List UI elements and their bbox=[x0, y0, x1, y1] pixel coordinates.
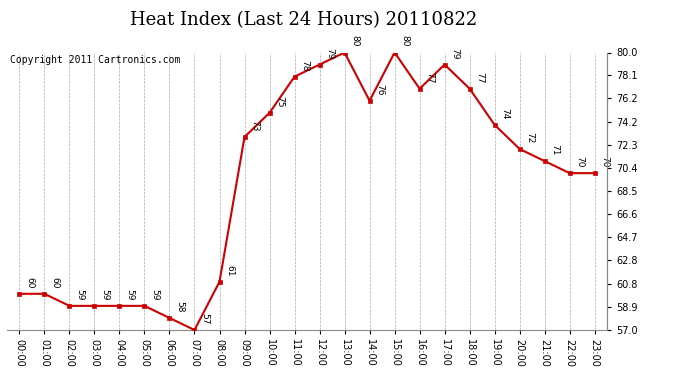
Text: Copyright 2011 Cartronics.com: Copyright 2011 Cartronics.com bbox=[10, 55, 180, 65]
Text: 59: 59 bbox=[150, 289, 159, 300]
Text: 70: 70 bbox=[600, 156, 609, 168]
Text: 73: 73 bbox=[250, 120, 259, 131]
Text: 61: 61 bbox=[225, 265, 234, 276]
Text: 70: 70 bbox=[575, 156, 584, 168]
Text: 77: 77 bbox=[425, 72, 434, 83]
Text: 79: 79 bbox=[325, 48, 334, 59]
Text: 58: 58 bbox=[175, 301, 184, 312]
Text: 76: 76 bbox=[375, 84, 384, 95]
Text: 71: 71 bbox=[550, 144, 559, 156]
Text: 60: 60 bbox=[50, 277, 59, 288]
Text: 59: 59 bbox=[125, 289, 134, 300]
Text: 72: 72 bbox=[525, 132, 534, 144]
Text: 80: 80 bbox=[350, 36, 359, 47]
Text: 59: 59 bbox=[75, 289, 84, 300]
Text: 59: 59 bbox=[100, 289, 109, 300]
Text: Heat Index (Last 24 Hours) 20110822: Heat Index (Last 24 Hours) 20110822 bbox=[130, 11, 477, 29]
Text: 79: 79 bbox=[450, 48, 459, 59]
Text: 77: 77 bbox=[475, 72, 484, 83]
Text: 75: 75 bbox=[275, 96, 284, 107]
Text: 74: 74 bbox=[500, 108, 509, 119]
Text: 60: 60 bbox=[25, 277, 34, 288]
Text: 80: 80 bbox=[400, 36, 409, 47]
Text: 78: 78 bbox=[300, 60, 309, 71]
Text: 57: 57 bbox=[200, 313, 209, 324]
